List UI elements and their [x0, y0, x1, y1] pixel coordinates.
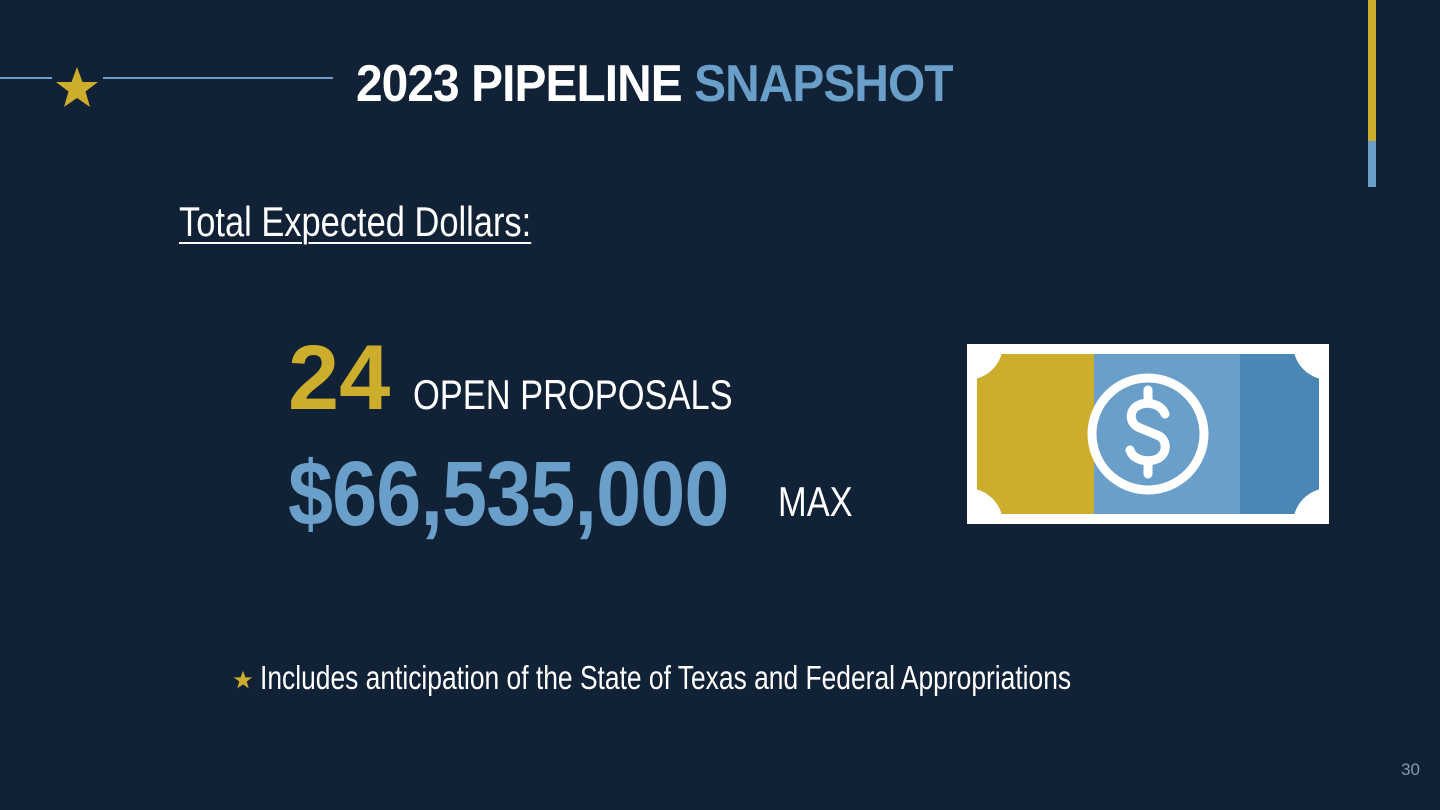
page-title: 2023 PIPELINE SNAPSHOT	[356, 54, 953, 114]
amount-stat: $66,535,000 MAX	[288, 443, 853, 545]
header-rule-left	[0, 77, 52, 79]
footnote: Includes anticipation of the State of Te…	[232, 656, 1274, 700]
dollar-bill-icon	[967, 344, 1329, 524]
star-icon	[56, 67, 98, 107]
page-number: 30	[1401, 760, 1420, 779]
amount-value: $66,535,000	[288, 443, 729, 545]
proposals-stat: 24 OPEN PROPOSALS	[288, 328, 803, 428]
footnote-text: Includes anticipation of the State of Te…	[260, 659, 1072, 696]
amount-label: MAX	[778, 478, 853, 525]
proposals-count: 24	[288, 327, 391, 429]
header-rule-right	[103, 77, 333, 79]
section-subtitle: Total Expected Dollars:	[179, 198, 532, 245]
proposals-label: OPEN PROPOSALS	[412, 371, 733, 418]
title-main: 2023 PIPELINE	[356, 55, 683, 113]
star-icon	[233, 670, 253, 689]
edge-accent-gold	[1368, 0, 1376, 141]
edge-accent-blue	[1368, 141, 1376, 187]
title-accent: SNAPSHOT	[694, 55, 953, 113]
